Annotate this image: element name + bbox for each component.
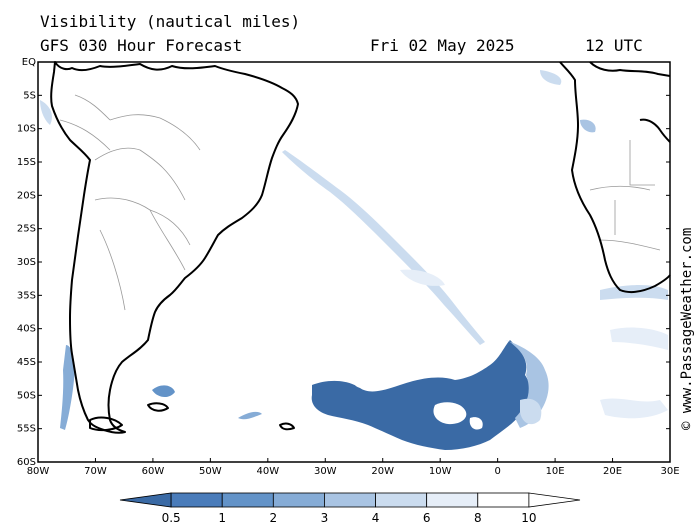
legend-label: 1: [218, 511, 226, 525]
lon-label: 10W: [429, 466, 452, 477]
map-title: Visibility (nautical miles): [40, 12, 301, 31]
lat-label: 60S: [17, 457, 36, 468]
legend-swatch: [170, 492, 223, 508]
lon-label: 0: [494, 466, 500, 477]
legend-arrow-low: [119, 492, 172, 508]
lat-label: 35S: [17, 290, 36, 301]
lon-label: 80W: [27, 466, 50, 477]
forecast-model: GFS 030 Hour Forecast: [40, 36, 243, 55]
lat-label: 5S: [23, 90, 36, 101]
legend-swatch: [221, 492, 274, 508]
legend-label: 10: [521, 511, 536, 525]
legend-arrow-high: [528, 492, 581, 508]
legend-swatch: [477, 492, 530, 508]
legend-label: 6: [423, 511, 431, 525]
credit-watermark: © www.PassageWeather.com: [679, 228, 695, 430]
lon-label: 50W: [199, 466, 222, 477]
legend-label: 8: [474, 511, 482, 525]
forecast-time: 12 UTC: [585, 36, 643, 55]
legend-label: 2: [270, 511, 278, 525]
lat-label: 25S: [17, 224, 36, 235]
legend-swatch: [272, 492, 325, 508]
lon-label: 10E: [546, 466, 565, 477]
lat-label: 55S: [17, 424, 36, 435]
lon-label: 40W: [257, 466, 280, 477]
lon-label: 30W: [314, 466, 337, 477]
lat-label: 15S: [17, 157, 36, 168]
lon-label: 20E: [603, 466, 622, 477]
lat-label: 20S: [17, 190, 36, 201]
lon-label: 70W: [84, 466, 107, 477]
legend-label: 0.5: [162, 511, 181, 525]
lon-label: 30E: [660, 466, 679, 477]
credit-text: © www.PassageWeather.com: [679, 228, 695, 430]
lat-label: 40S: [17, 324, 36, 335]
legend-swatch: [324, 492, 376, 508]
legend-label: 4: [372, 511, 380, 525]
legend-swatch: [375, 492, 428, 508]
legend-label: 3: [321, 511, 329, 525]
forecast-date: Fri 02 May 2025: [370, 36, 515, 55]
lat-label: 10S: [17, 124, 36, 135]
coastlines: [50, 61, 671, 434]
lat-label: EQ: [22, 57, 36, 68]
lat-label: 30S: [17, 257, 36, 268]
visibility-legend: [119, 492, 581, 508]
legend-swatch: [426, 492, 479, 508]
country-borders: [59, 94, 661, 311]
lon-label: 60W: [142, 466, 165, 477]
lat-label: 50S: [17, 390, 36, 401]
lon-label: 20W: [371, 466, 394, 477]
lat-label: 45S: [17, 357, 36, 368]
